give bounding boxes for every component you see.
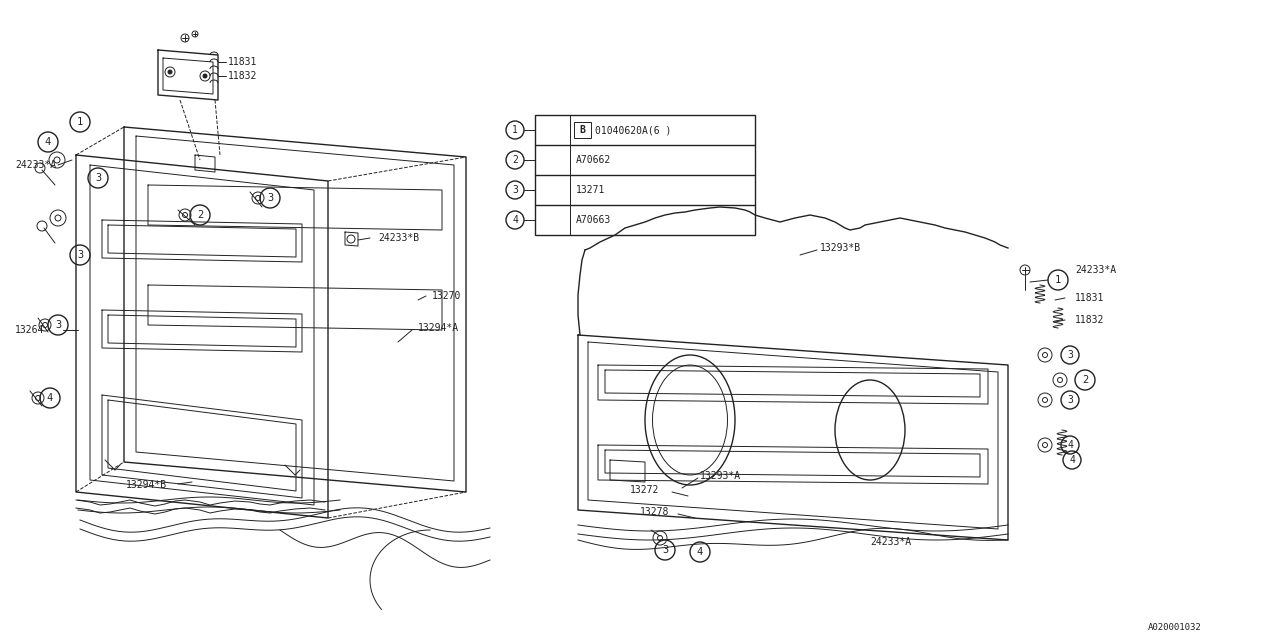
Text: 4: 4 (1068, 440, 1073, 450)
Text: 4: 4 (1069, 455, 1075, 465)
Text: 24233*B: 24233*B (378, 233, 419, 243)
Text: 4: 4 (47, 393, 54, 403)
Text: 11831: 11831 (1075, 293, 1105, 303)
Text: 3: 3 (1068, 395, 1073, 405)
Bar (535, 115, 755, 235)
Text: 1: 1 (512, 125, 518, 135)
Text: 24233*A: 24233*A (1075, 265, 1116, 275)
Circle shape (168, 70, 172, 74)
Text: B: B (580, 125, 585, 135)
Text: 3: 3 (95, 173, 101, 183)
Text: 11831: 11831 (228, 57, 257, 67)
Text: 3: 3 (266, 193, 273, 203)
Text: 13264: 13264 (15, 325, 45, 335)
Text: 24233*A: 24233*A (15, 160, 56, 170)
Text: 11832: 11832 (228, 71, 257, 81)
Text: 13270: 13270 (433, 291, 461, 301)
Text: 2: 2 (197, 210, 204, 220)
Bar (573, 122, 591, 138)
Circle shape (204, 74, 207, 78)
Text: 4: 4 (45, 137, 51, 147)
Text: 13278: 13278 (640, 507, 669, 517)
Text: 1: 1 (1055, 275, 1061, 285)
Text: A020001032: A020001032 (1148, 623, 1202, 632)
Text: 01040620A(6 ): 01040620A(6 ) (595, 125, 672, 135)
Text: 13294*A: 13294*A (419, 323, 460, 333)
Text: 13293*A: 13293*A (700, 471, 741, 481)
Text: 1: 1 (77, 117, 83, 127)
Text: 13272: 13272 (630, 485, 659, 495)
Text: 3: 3 (512, 185, 518, 195)
Text: 3: 3 (77, 250, 83, 260)
Text: 3: 3 (662, 545, 668, 555)
Text: 2: 2 (1082, 375, 1088, 385)
Text: A70662: A70662 (576, 155, 612, 165)
Text: A70663: A70663 (576, 215, 612, 225)
Text: 3: 3 (55, 320, 61, 330)
Text: 13293*B: 13293*B (820, 243, 861, 253)
Text: 13271: 13271 (576, 185, 605, 195)
Text: 2: 2 (512, 155, 518, 165)
Text: 3: 3 (1068, 350, 1073, 360)
Text: 13294*B: 13294*B (125, 480, 168, 490)
Text: 11832: 11832 (1075, 315, 1105, 325)
Text: 4: 4 (696, 547, 703, 557)
Text: 4: 4 (512, 215, 518, 225)
Text: 24233*A: 24233*A (870, 537, 911, 547)
